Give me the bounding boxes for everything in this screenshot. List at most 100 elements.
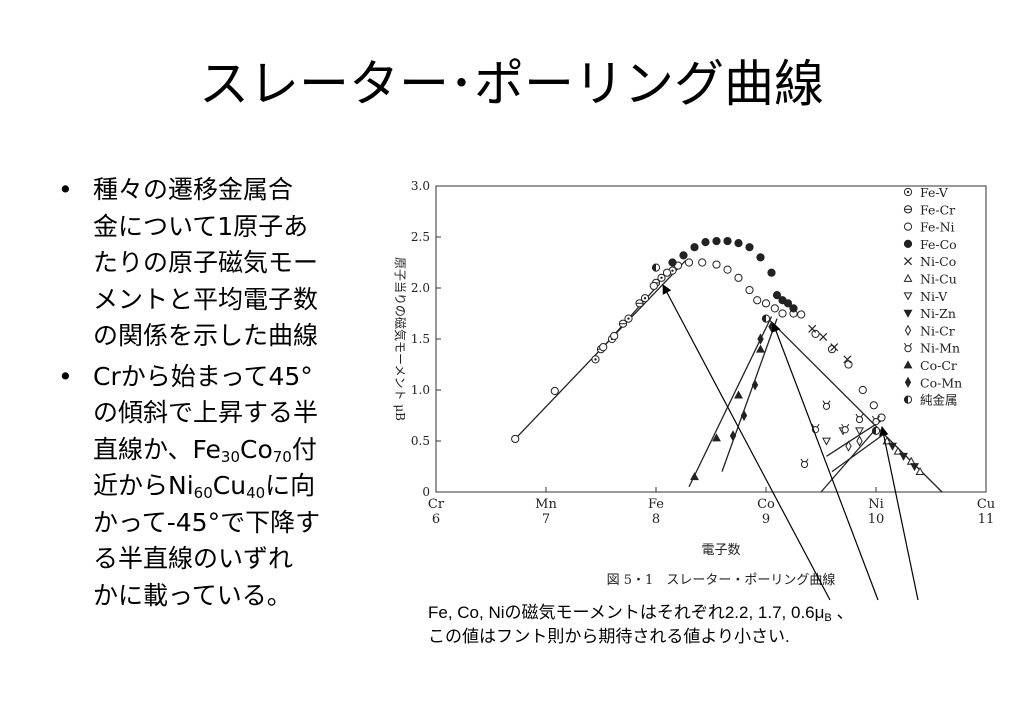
data-point [751, 379, 759, 391]
data-point [745, 243, 754, 252]
data-point [734, 273, 743, 282]
legend-label: Ni-Co [920, 254, 956, 269]
data-point [662, 268, 672, 277]
data-point [684, 258, 694, 267]
bullet-line: Crから始まって45° [93, 361, 313, 391]
legend-label: Ni-Cr [920, 323, 955, 338]
text-run: 直線か、Fe [93, 434, 221, 464]
bullet-item: • 種々の遷移金属合 金について1原子あ たりの原子磁気モー メントと平均電子数… [58, 172, 378, 355]
legend-marker [903, 309, 913, 318]
reference-line [826, 420, 882, 457]
data-point [511, 434, 520, 444]
data-point [668, 258, 677, 267]
legend-marker [903, 222, 913, 231]
legend-label: Co-Cr [920, 358, 957, 373]
x-tick-number: 7 [542, 512, 550, 527]
data-point [858, 385, 867, 395]
bullet-marker: • [58, 175, 73, 204]
chart-title: 図 5・1 スレーター・ポーリング曲線 [607, 572, 836, 588]
legend-label: Fe-Ni [920, 220, 955, 235]
bullet-marker: • [58, 361, 73, 391]
x-tick-number: 9 [762, 512, 770, 527]
legend-label: Fe-Co [920, 237, 957, 252]
legend-label: Fe-Cr [920, 202, 955, 217]
bullet-line: かに載っている。 [93, 580, 292, 610]
y-tick-label: 2.0 [411, 281, 430, 295]
subscript: 70 [272, 447, 292, 466]
x-tick-number: 11 [978, 512, 995, 527]
data-point [679, 251, 688, 260]
data-point [690, 472, 699, 481]
caption-line-1: Fe, Co, Niの磁気モーメントはそれぞれ2.2, 1.7, 0.6μB 、 [428, 601, 854, 625]
subscript: 40 [246, 484, 266, 502]
data-point [844, 360, 853, 369]
data-point [550, 386, 559, 396]
y-tick-label: 2.5 [411, 230, 430, 244]
text-run: に向 [265, 471, 316, 500]
legend-marker [904, 376, 912, 388]
data-point [610, 331, 619, 341]
data-point [797, 310, 806, 319]
data-point-center [627, 317, 630, 320]
slide-title: スレーター･ポーリング曲線 [199, 55, 824, 113]
y-tick-label: 1.0 [411, 383, 430, 397]
data-point [808, 324, 817, 333]
data-point [855, 415, 864, 424]
x-axis-label: 電子数 [701, 543, 740, 558]
data-point [819, 332, 828, 341]
data-point [856, 435, 863, 447]
legend-marker [903, 292, 913, 301]
data-point [740, 409, 748, 422]
y-tick-label: 1.5 [411, 332, 430, 346]
text-run: 近からNi [93, 471, 194, 500]
legend-marker [904, 324, 912, 337]
legend-label: Co-Mn [920, 375, 962, 390]
legend-marker-tick [903, 342, 913, 347]
data-point [811, 426, 820, 434]
caption-line-2: この値はフント則から期待される値より小さい. [428, 627, 790, 646]
data-point-half [652, 264, 656, 272]
reference-line [721, 318, 778, 472]
x-tick-label: Mn [535, 497, 557, 512]
slater-pauling-chart: 0 0.5 1.0 1.5 2.0 2.5 3.0 Cr 6 Mn 7 Fe 8 Co 9 Ni 10 Cu 11 電… [380, 170, 1003, 590]
plot-frame [435, 185, 987, 493]
data-point [690, 243, 699, 252]
bullet-line: 近からNi60Cu40に向 [93, 468, 378, 505]
data-point [723, 236, 732, 246]
x-tick-label: Fe [648, 497, 664, 512]
y-axis-label: 原子当りの磁気モーメント μB [393, 257, 408, 421]
bullet-line: たりの原子磁気モー [93, 248, 319, 277]
legend-marker-half [904, 396, 908, 404]
legend-marker [903, 239, 913, 249]
data-point [599, 343, 608, 352]
data-point [712, 260, 721, 269]
x-tick-number: 6 [432, 512, 440, 527]
data-point [734, 239, 743, 248]
bullet-line: る半直線のいずれ [93, 544, 294, 573]
x-tick-number: 10 [868, 512, 885, 527]
data-point [698, 258, 707, 267]
legend-marker [903, 273, 913, 282]
y-tick-label: 0.5 [411, 434, 430, 448]
data-point [770, 304, 779, 313]
subscript: 60 [193, 484, 213, 502]
bullet-line: かって-45°で下降す [93, 507, 321, 537]
bullet-line: 種々の遷移金属合 [93, 175, 294, 204]
bullet-line: 金について1原子あ [93, 211, 309, 241]
data-point [869, 401, 878, 410]
data-point [767, 268, 776, 277]
data-point-center [643, 297, 647, 300]
caption-text: 、 [831, 603, 854, 622]
legend-label: Ni-V [920, 289, 948, 304]
data-point [822, 402, 831, 410]
x-tick-label: Ni [868, 497, 884, 512]
x-tick-label: Cr [428, 497, 445, 512]
bullet-line: の傾斜で上昇する半 [93, 398, 319, 427]
bullet-list: • 種々の遷移金属合 金について1原子あ たりの原子磁気モー メントと平均電子数… [58, 172, 378, 618]
x-tick-label: Co [757, 497, 775, 512]
data-point [712, 236, 721, 246]
x-tick-number: 8 [652, 512, 660, 527]
data-point [734, 390, 743, 399]
data-point [888, 442, 897, 451]
